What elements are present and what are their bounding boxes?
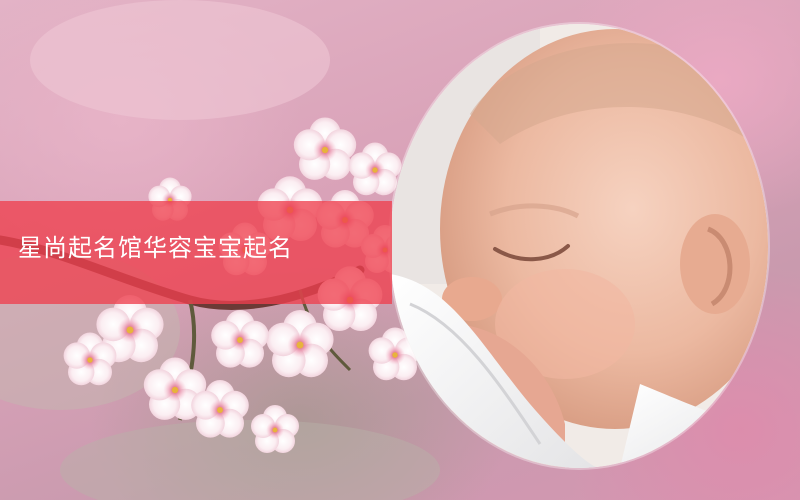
sleeping-baby-image [390, 24, 768, 468]
baby-photo [390, 24, 768, 468]
banner-title: 星尚起名馆华容宝宝起名 [18, 234, 293, 262]
title-ribbon [0, 201, 392, 304]
